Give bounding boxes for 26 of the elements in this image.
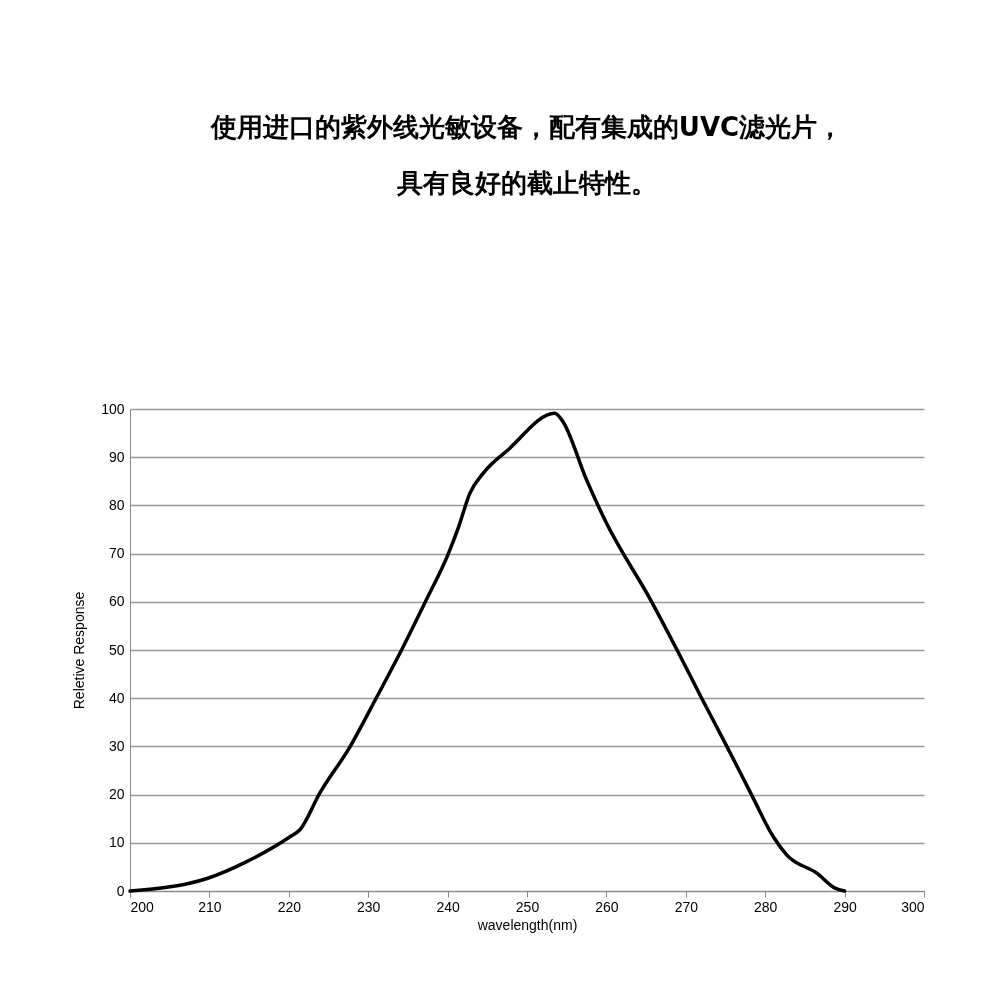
y-tick-label: 100 xyxy=(101,400,125,417)
y-tick-label: 30 xyxy=(108,737,125,754)
y-tick-label: 90 xyxy=(108,448,125,465)
x-tick-label: 240 xyxy=(436,898,460,915)
x-tick-label: 230 xyxy=(357,898,381,915)
x-tick-label: 270 xyxy=(674,898,699,915)
y-tick-label: 70 xyxy=(108,545,125,562)
x-tick-label: 290 xyxy=(833,898,857,915)
x-tick-label: 260 xyxy=(595,898,619,915)
y-tick-label: 0 xyxy=(116,882,125,899)
x-axis-title: wavelength(nm) xyxy=(476,916,578,933)
y-tick-label: 60 xyxy=(108,593,125,610)
y-tick-label: 20 xyxy=(108,786,125,803)
x-tick-label: 280 xyxy=(754,898,778,915)
x-tick-label: 300 xyxy=(901,898,925,915)
x-tick-label: 200 xyxy=(130,898,155,915)
chart-title: 使用进口的紫外线光敏设备，配有集成的UVC滤光片， xyxy=(209,112,844,142)
y-axis-title: Reletive Response xyxy=(71,591,88,710)
chart-subtitle: 具有良好的截止特性。 xyxy=(396,168,657,198)
y-tick-label: 50 xyxy=(108,641,125,658)
x-tick-label: 250 xyxy=(515,898,540,915)
x-tick-label: 220 xyxy=(277,898,302,915)
y-tick-label: 80 xyxy=(108,496,125,513)
y-tick-label: 10 xyxy=(108,834,125,851)
x-tick-label: 210 xyxy=(198,898,222,915)
y-tick-label: 40 xyxy=(108,689,125,706)
